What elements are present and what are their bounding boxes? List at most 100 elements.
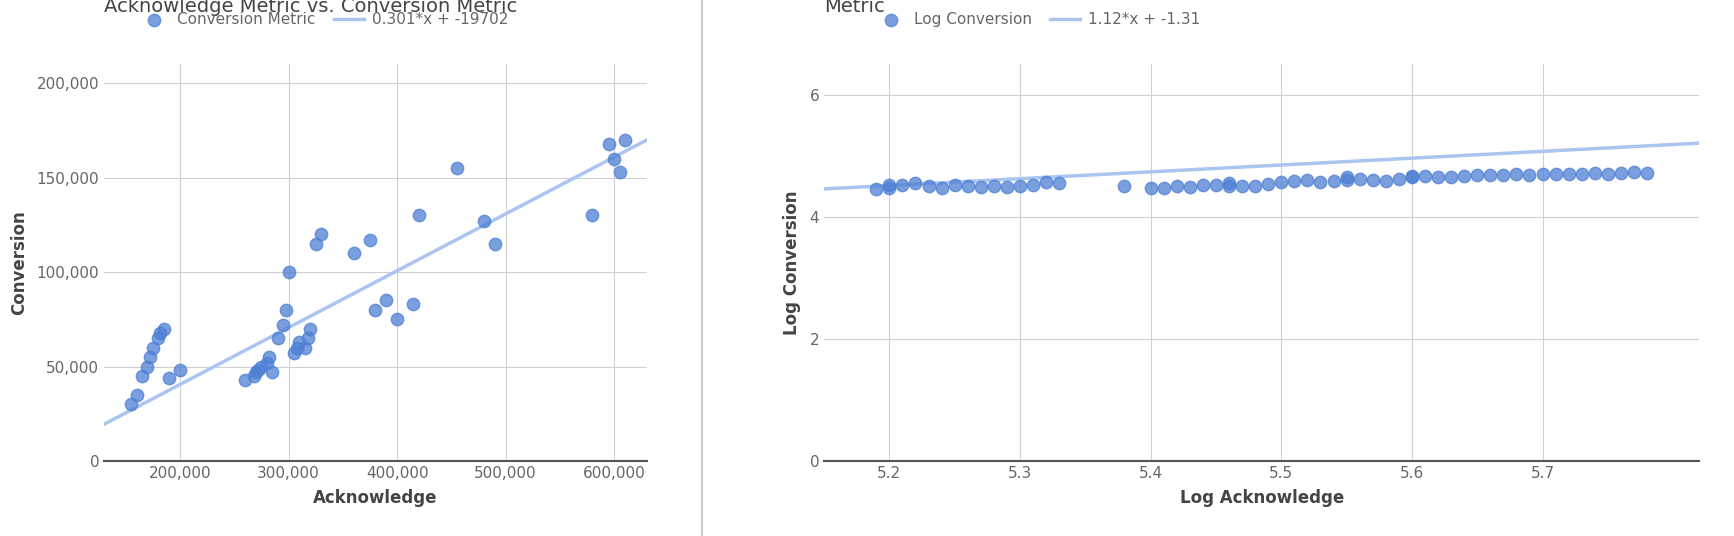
Log Conversion	[1202, 180, 1229, 189]
Log Conversion	[902, 179, 929, 188]
Conversion Metric	[355, 236, 383, 244]
Conversion Metric	[135, 353, 163, 361]
Conversion Metric	[272, 306, 300, 314]
Log Conversion	[1372, 177, 1399, 186]
Log Conversion	[1620, 168, 1647, 177]
0.301*x + -19702	[116, 410, 137, 416]
Log Conversion	[968, 183, 995, 191]
Log Conversion	[1450, 172, 1477, 180]
Log Conversion	[1190, 181, 1217, 189]
Legend: Log Conversion, 1.12*x + -1.31: Log Conversion, 1.12*x + -1.31	[876, 12, 1200, 27]
Log Conversion	[1385, 175, 1413, 183]
Log Conversion	[1006, 182, 1033, 191]
Conversion Metric	[291, 344, 319, 352]
Conversion Metric	[307, 230, 335, 239]
Conversion Metric	[255, 353, 283, 361]
Conversion Metric	[480, 240, 508, 248]
Text: Acknowledge Metric vs. Conversion Metric: Acknowledge Metric vs. Conversion Metric	[104, 0, 517, 16]
Conversion Metric	[383, 315, 411, 324]
Conversion Metric	[281, 349, 309, 358]
Log Conversion	[1359, 176, 1387, 184]
Log Conversion	[1294, 176, 1321, 184]
Conversion Metric	[595, 139, 623, 148]
Log Conversion	[1110, 182, 1138, 191]
Conversion Metric	[258, 368, 286, 376]
Conversion Metric	[600, 154, 628, 163]
Log Conversion	[1280, 176, 1307, 185]
Log Conversion	[1032, 178, 1059, 187]
Log Conversion	[980, 182, 1007, 190]
Log Conversion	[1490, 171, 1517, 180]
Conversion Metric	[406, 211, 434, 220]
Log Conversion	[876, 181, 903, 189]
Conversion Metric	[134, 362, 161, 371]
Conversion Metric	[118, 400, 146, 408]
Text: Log Acknowledge Metric vs. Log Conversion
Metric: Log Acknowledge Metric vs. Log Conversio…	[824, 0, 1252, 16]
Log Conversion	[1020, 180, 1047, 189]
Log Conversion	[1607, 169, 1635, 177]
Conversion Metric	[156, 374, 184, 382]
Log Conversion	[1581, 169, 1609, 177]
Log Conversion	[1228, 182, 1255, 191]
Log Conversion	[1542, 169, 1569, 178]
Log Conversion	[954, 182, 981, 191]
Log Conversion	[1398, 172, 1425, 180]
Log Conversion	[1346, 175, 1373, 183]
1.12*x + -1.31	[1646, 142, 1666, 148]
Log Conversion	[1333, 173, 1361, 182]
1.12*x + -1.31	[848, 184, 869, 190]
Log Conversion	[1529, 170, 1557, 178]
Conversion Metric	[239, 371, 267, 380]
0.301*x + -19702	[609, 151, 629, 158]
Conversion Metric	[269, 321, 297, 329]
X-axis label: Acknowledge: Acknowledge	[314, 489, 437, 507]
1.12*x + -1.31	[813, 185, 834, 192]
1.12*x + -1.31	[976, 177, 997, 184]
Log Conversion	[1254, 180, 1281, 188]
0.301*x + -19702	[590, 161, 610, 168]
Log Conversion	[942, 180, 969, 189]
Conversion Metric	[123, 391, 151, 399]
Log Conversion	[1476, 170, 1503, 179]
0.301*x + -19702	[636, 137, 657, 143]
Conversion Metric	[144, 334, 172, 343]
Log Conversion	[1555, 169, 1583, 178]
Conversion Metric	[128, 371, 156, 380]
1.12*x + -1.31	[1047, 174, 1068, 180]
Conversion Metric	[373, 296, 401, 304]
Log Conversion	[1411, 172, 1439, 180]
Log Conversion	[1242, 182, 1269, 190]
0.301*x + -19702	[194, 368, 215, 375]
Log Conversion	[1594, 169, 1621, 178]
Conversion Metric	[579, 211, 607, 220]
Legend: Conversion Metric, 0.301*x + -19702: Conversion Metric, 0.301*x + -19702	[139, 12, 508, 27]
Conversion Metric	[248, 362, 276, 371]
Log Conversion	[1268, 178, 1295, 187]
Y-axis label: Conversion: Conversion	[10, 210, 28, 315]
Log Conversion	[1320, 177, 1347, 186]
Log Conversion	[1176, 183, 1203, 191]
Conversion Metric	[253, 359, 281, 367]
Conversion Metric	[470, 217, 498, 225]
Conversion Metric	[295, 334, 323, 343]
Log Conversion	[1424, 172, 1451, 181]
Conversion Metric	[166, 366, 194, 375]
Conversion Metric	[605, 168, 633, 176]
Log Conversion	[862, 185, 890, 193]
0.301*x + -19702	[94, 421, 114, 428]
Conversion Metric	[399, 300, 427, 309]
1.12*x + -1.31	[867, 183, 888, 189]
Log Conversion	[1503, 170, 1531, 178]
Conversion Metric	[139, 344, 166, 352]
Conversion Metric	[283, 344, 310, 352]
Log Conversion	[1307, 178, 1335, 187]
X-axis label: Log Acknowledge: Log Acknowledge	[1179, 489, 1344, 507]
Conversion Metric	[244, 366, 272, 375]
Conversion Metric	[442, 164, 470, 173]
0.301*x + -19702	[238, 345, 258, 352]
Log Conversion	[1516, 170, 1543, 179]
Conversion Metric	[274, 268, 302, 277]
Log Conversion	[914, 182, 942, 191]
Log Conversion	[1437, 173, 1465, 182]
Conversion Metric	[231, 375, 258, 384]
